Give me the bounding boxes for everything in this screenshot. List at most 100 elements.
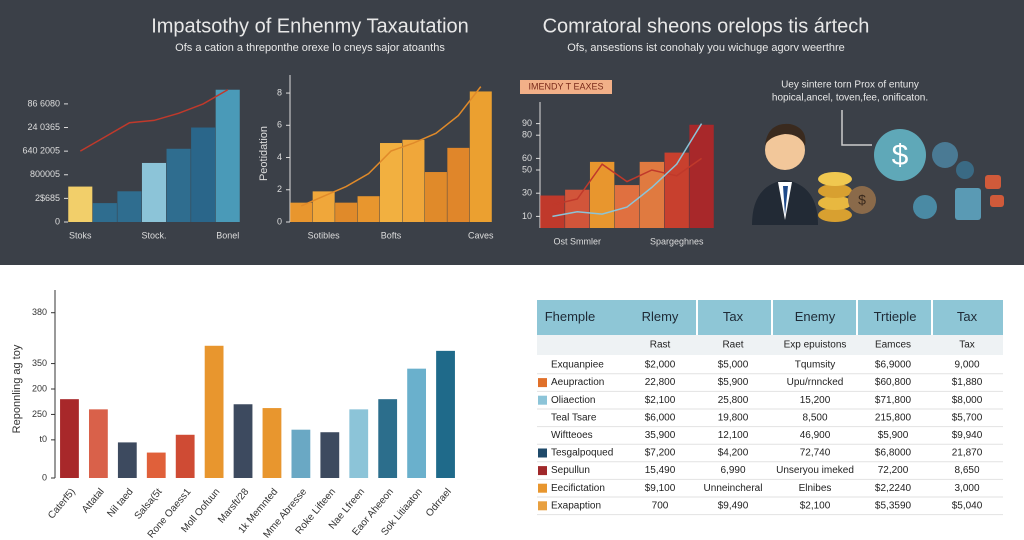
table-cell: $5,700 [952,412,983,423]
table-subheader: Eamces [875,340,911,351]
table-cell: $60,800 [875,377,912,388]
y-axis-label: Peotidation [258,126,270,181]
table-cell: 215,800 [875,412,912,423]
row-label: Aeupraction [551,377,604,388]
svg-text:$: $ [892,139,909,172]
bar [68,186,93,222]
table-cell: 46,900 [800,430,831,441]
table-cell: 19,800 [718,412,749,423]
left-title: Impatsothy of Enhenmy Taxautation [151,15,469,37]
table-cell: 3,000 [954,483,979,494]
table-cell: $4,200 [718,448,749,459]
table-header: Enemy [795,309,836,324]
bar [146,452,166,478]
row-label: Teal Tsare [551,412,597,423]
table-cell: $2,100 [645,395,676,406]
bar [469,91,492,223]
bar [141,162,167,222]
trend-line [552,157,703,206]
bar [215,89,240,222]
table-cell: 25,800 [718,395,749,406]
table-cell: Upu/rnncked [787,377,844,388]
caption-line: Uey sintere torn Prox of entuny [781,80,919,91]
table-cell: 15,200 [800,395,831,406]
legend-swatch [538,378,547,388]
y-tick-label: 380 [32,307,47,317]
x-tick-label: Nil taed [105,487,135,520]
x-tick-label: Bonel [216,230,239,240]
table-cell: $5,900 [718,377,749,388]
y-tick-label: 6 [277,120,282,130]
table-cell: 15,490 [645,465,676,476]
trend-line [552,123,703,218]
table-header-bg [537,300,1003,335]
legend-swatch [538,483,547,493]
bar [191,127,216,222]
y-tick-label: 80 [522,130,532,140]
row-label: Exquanpiee [551,360,604,371]
bar [233,404,253,478]
bar [320,432,340,478]
legend-swatch [538,395,547,405]
row-label: Oliaection [551,395,595,406]
table-cell: $6,9000 [875,360,912,371]
table-subheader: Rast [650,340,671,351]
legend-swatch [538,501,547,511]
x-tick-label: Stoks [69,230,92,240]
bar [436,350,455,478]
table-cell: $7,200 [645,448,676,459]
table-cell: 9,000 [954,360,979,371]
y-tick-label: 8 [277,87,282,97]
bar [380,143,402,222]
title-box [520,80,612,94]
table-cell: $5,900 [878,430,909,441]
bar [92,203,117,222]
y-tick-label: 0 [55,216,60,226]
trend-line [300,86,482,207]
y-tick-label: 90 [522,118,532,128]
table-cell: $9,490 [718,500,749,511]
table-cell: $71,800 [875,395,912,406]
bar [291,429,311,478]
chart-title: IMENDY T EAXES [528,81,603,91]
bar [565,189,590,228]
bar [204,345,224,478]
legend-swatch [538,466,547,476]
x-tick-label: Odrrael [424,487,454,520]
y-tick-label: 60 [522,153,532,163]
table-header: Rlemy [642,309,679,324]
bar [262,408,282,478]
y-tick-label: 10 [522,211,532,221]
y-tick-label: 24 0365 [27,122,60,132]
x-tick-label: Attatal [80,487,107,516]
x-tick-label: Ost Smmler [554,236,602,246]
x-tick-label: Sotibles [308,230,341,240]
caption-line: hopical,ancel, toven,fee, onificaton. [772,93,928,104]
table-cell: $9,940 [952,430,983,441]
bar [378,399,398,478]
table-cell: $8,000 [952,395,983,406]
table-cell: 21,870 [952,448,983,459]
left-subtitle: Ofs a cation a threponthe orexe lo cneys… [175,42,445,54]
table-cell: $6,8000 [875,448,912,459]
table-cell: 72,740 [800,448,831,459]
table-cell: $1,880 [952,377,983,388]
table-cell: $9,100 [645,483,676,494]
bar [689,124,714,228]
y-tick-label: 86 6080 [27,98,60,108]
bar [166,148,191,222]
table-cell: 22,800 [645,377,676,388]
table-header: Tax [723,309,744,324]
top-panel [0,0,1024,265]
table-cell: $5,000 [718,360,749,371]
svg-text:$: $ [858,192,866,208]
bar [540,195,565,228]
table-cell: Elnibes [799,483,832,494]
table-cell: 8,650 [954,465,979,476]
table-cell: 6,990 [720,465,745,476]
bar [407,368,427,478]
table-cell: $2,100 [800,500,831,511]
table-cell: $5,040 [952,500,983,511]
bar [335,202,358,222]
